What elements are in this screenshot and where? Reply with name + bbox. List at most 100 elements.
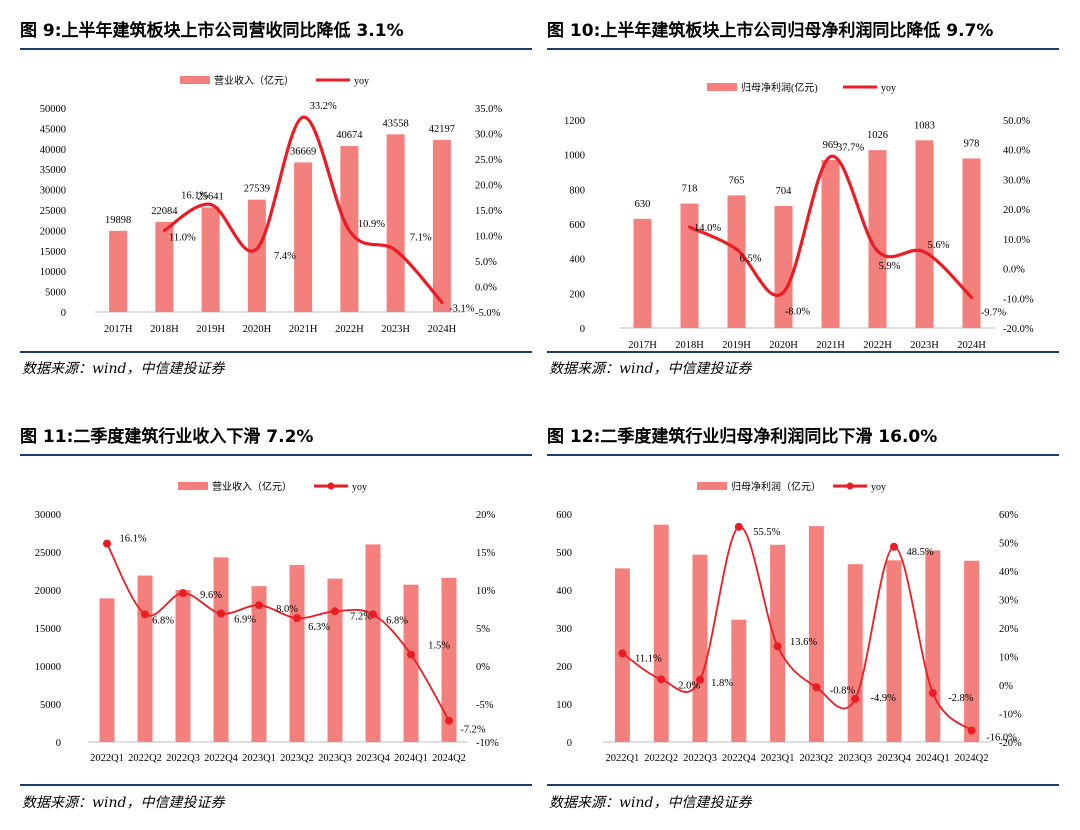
x-tick-label: 2017H xyxy=(628,340,657,351)
y-left-tick-label: 25000 xyxy=(40,206,66,217)
y-right-tick-label: 30.0% xyxy=(475,130,502,141)
bar xyxy=(964,560,980,742)
yoy-value-label: -8.0% xyxy=(785,306,811,317)
bar xyxy=(774,205,793,328)
y-left-tick-label: 15000 xyxy=(40,247,66,258)
y-right-tick-label: 10.0% xyxy=(1003,235,1030,246)
y-right-tick-label: 30.0% xyxy=(1003,175,1030,186)
y-right-tick-label: 15% xyxy=(476,548,496,559)
x-tick-label: 2020H xyxy=(769,340,798,351)
yoy-value-label: 11.0% xyxy=(169,232,196,243)
bottom-rule xyxy=(547,784,1059,786)
yoy-marker xyxy=(407,650,415,659)
yoy-value-label: -16.0% xyxy=(986,733,1017,744)
bar-value-label: 969 xyxy=(823,140,839,151)
yoy-marker xyxy=(103,539,111,548)
x-tick-label: 2022Q2 xyxy=(644,753,678,764)
yoy-marker xyxy=(890,542,898,551)
y-right-tick-label: -5.0% xyxy=(475,308,501,319)
bar xyxy=(403,584,419,742)
yoy-value-label: 1.8% xyxy=(711,678,733,689)
bar xyxy=(847,564,863,742)
chart-title: 图 9:上半年建筑板块上市公司营收同比降低 3.1% xyxy=(20,21,404,41)
bar-value-label: 1083 xyxy=(914,120,935,131)
y-left-tick-label: 40000 xyxy=(40,145,66,156)
x-tick-label: 2022H xyxy=(335,324,364,335)
bar-value-label: 630 xyxy=(635,199,651,210)
bar xyxy=(137,575,153,742)
y-left-tick-label: 20000 xyxy=(35,586,61,597)
bar xyxy=(886,560,902,742)
legend: 营业收入（亿元） yoy xyxy=(180,74,369,87)
yoy-value-label: 14.0% xyxy=(694,223,721,234)
bar-value-label: 19898 xyxy=(105,215,131,226)
legend-line-label: yoy xyxy=(354,76,369,87)
x-tick-label: 2024Q2 xyxy=(432,753,466,764)
x-tick-label: 2023Q1 xyxy=(242,753,276,764)
y-right-tick-label: 20% xyxy=(476,510,496,521)
x-tick-label: 2022Q3 xyxy=(683,753,717,764)
x-tick-label: 2022Q1 xyxy=(605,753,639,764)
yoy-line xyxy=(687,154,974,299)
legend-line-label: yoy xyxy=(871,482,886,493)
yoy-marker xyxy=(369,610,377,619)
yoy-marker xyxy=(618,649,627,658)
title-rule xyxy=(20,454,532,456)
y-left-tick-label: 400 xyxy=(556,586,572,597)
y-left-tick-label: 10000 xyxy=(35,662,61,673)
yoy-marker xyxy=(217,609,225,618)
bar-value-label: 27539 xyxy=(244,184,270,195)
bar-value-label: 765 xyxy=(729,175,745,186)
y-left-tick-label: 45000 xyxy=(40,124,66,135)
x-tick-label: 2023Q3 xyxy=(838,753,872,764)
y-right-tick-label: 20% xyxy=(999,624,1019,635)
bar xyxy=(821,160,840,328)
title-rule xyxy=(20,48,532,50)
bar xyxy=(289,564,305,742)
y-right-tick-label: 10.0% xyxy=(475,232,502,243)
legend-bar-label: 营业收入（亿元） xyxy=(212,480,292,493)
yoy-value-label: 2.0% xyxy=(678,680,700,691)
bar xyxy=(915,140,934,328)
yoy-value-label: 55.5% xyxy=(753,527,780,538)
bar xyxy=(109,230,128,312)
x-tick-label: 2019H xyxy=(196,324,225,335)
yoy-value-label: -0.8% xyxy=(830,685,856,696)
y-right-tick-label: 0.0% xyxy=(1003,265,1025,276)
bar xyxy=(633,218,652,328)
y-left-tick-label: 200 xyxy=(556,662,572,673)
y-right-tick-label: 60% xyxy=(999,510,1019,521)
chart-fig9: 营业收入（亿元） yoy 0 5000 10000 15000 20000 25000 3000… xyxy=(40,74,503,335)
yoy-marker xyxy=(696,675,704,684)
x-tick-label: 2021H xyxy=(289,324,318,335)
x-tick-label: 2024Q1 xyxy=(394,753,428,764)
yoy-value-label: 6.3% xyxy=(308,622,330,633)
yoy-value-label: -7.2% xyxy=(460,725,486,736)
yoy-marker xyxy=(734,522,743,531)
yoy-marker xyxy=(141,610,149,619)
x-tick-label: 2022H xyxy=(863,340,892,351)
legend-line-label: yoy xyxy=(881,83,896,94)
yoy-value-label: -3.1% xyxy=(449,303,475,314)
bar-value-label: 40674 xyxy=(336,130,363,141)
yoy-value-label: 16.1% xyxy=(119,534,146,545)
y-left-tick-label: 25000 xyxy=(35,548,61,559)
yoy-line xyxy=(621,525,973,732)
y-right-tick-label: 10% xyxy=(999,653,1019,664)
bar xyxy=(365,544,381,742)
y-right-tick-label: 20.0% xyxy=(475,181,502,192)
x-tick-label: 2022Q4 xyxy=(204,753,239,764)
y-right-tick-label: -10.0% xyxy=(1003,294,1034,305)
y-right-tick-label: 0% xyxy=(999,681,1013,692)
y-right-tick-label: 5% xyxy=(476,624,490,635)
x-tick-label: 2018H xyxy=(150,324,179,335)
bar xyxy=(441,577,457,742)
yoy-marker xyxy=(773,642,782,651)
y-right-tick-label: 0% xyxy=(476,662,490,673)
y-left-tick-label: 15000 xyxy=(35,624,61,635)
legend-bar-swatch xyxy=(180,76,210,84)
y-right-tick-label: 20.0% xyxy=(1003,205,1030,216)
y-right-tick-label: 40% xyxy=(999,567,1019,578)
bar xyxy=(925,550,941,742)
bar xyxy=(868,150,887,328)
